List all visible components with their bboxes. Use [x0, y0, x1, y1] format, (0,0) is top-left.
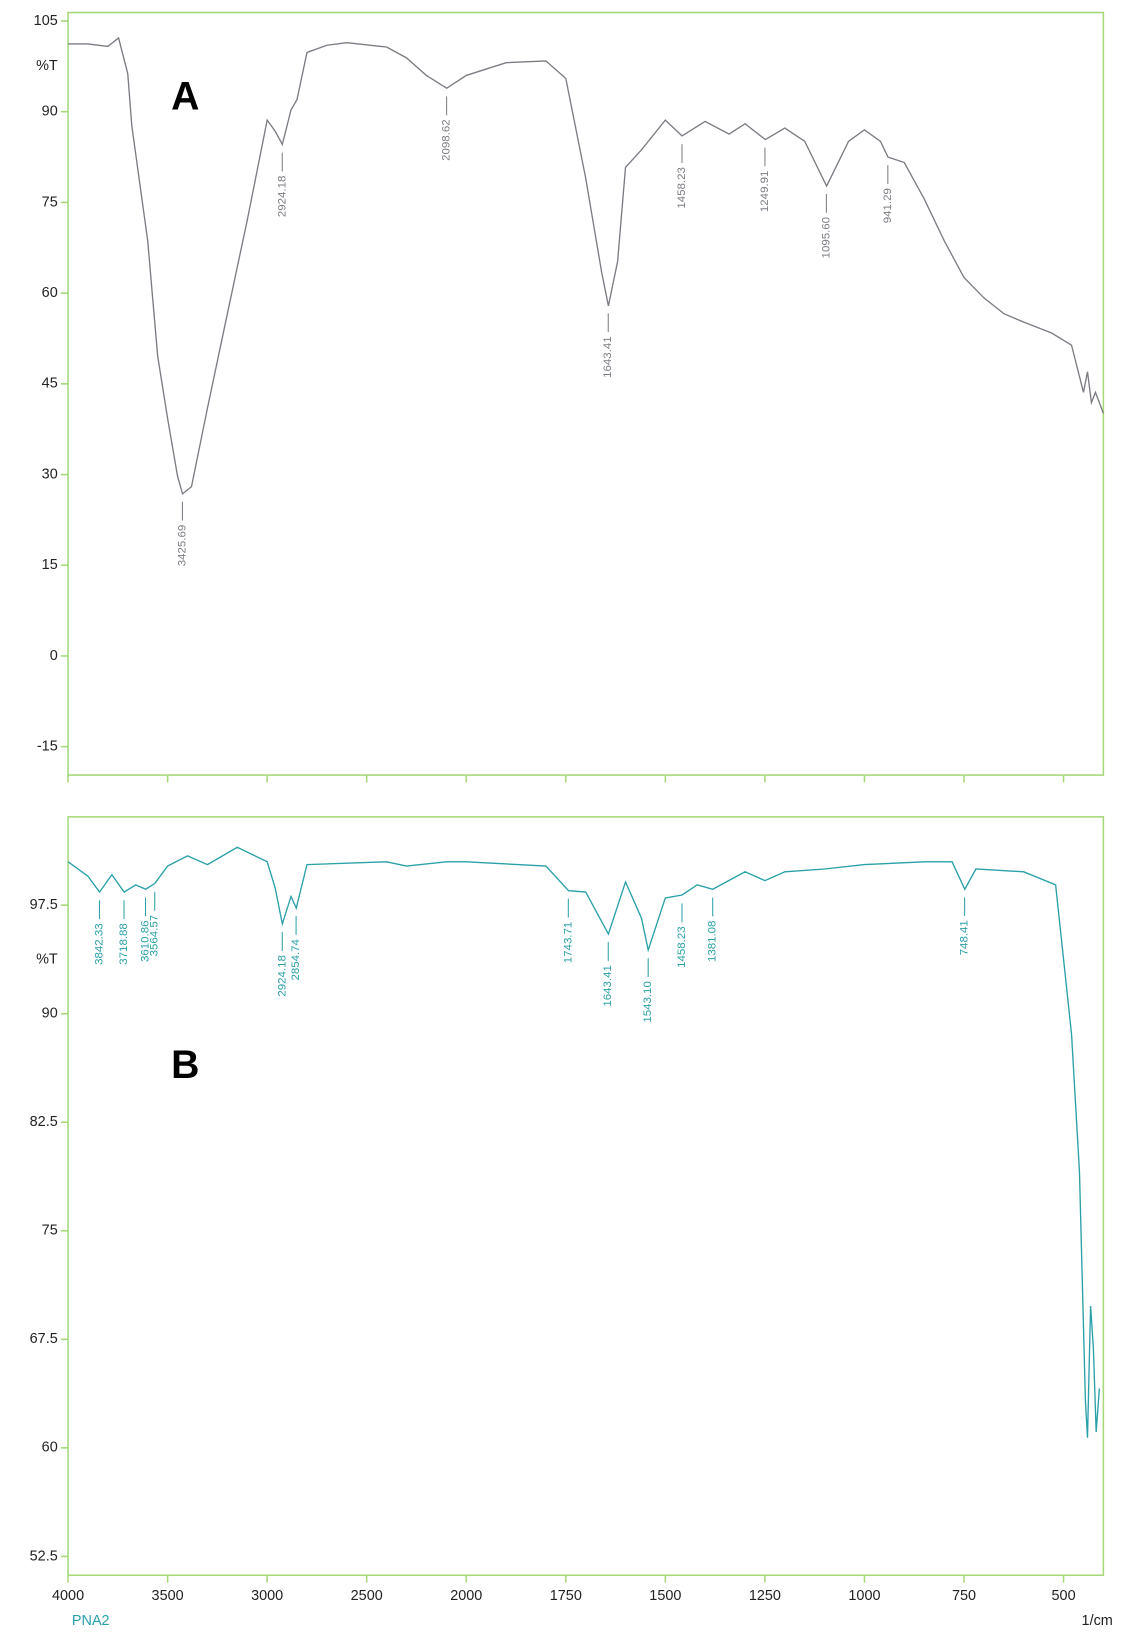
y-tick-label: 45	[42, 376, 58, 392]
peak-label: 748.41	[959, 920, 971, 955]
peak-label: 3842.33	[94, 923, 106, 964]
y-tick-label: 90	[42, 1005, 58, 1021]
y-tick-label: 52.5	[30, 1548, 58, 1564]
plot-frame	[67, 816, 1105, 1577]
y-tick-label: -15	[37, 738, 58, 754]
x-tick-label: 3000	[251, 1588, 283, 1604]
peak-label: 3610.86	[140, 920, 152, 961]
x-tick-label: 2000	[450, 1588, 482, 1604]
peak-label: 1643.41	[602, 336, 614, 377]
y-axis-label: %T	[36, 58, 58, 74]
y-tick-label: 75	[42, 1223, 58, 1239]
peak-label: 2924.18	[276, 176, 288, 217]
peak-label: 3718.88	[118, 923, 130, 964]
y-tick-label: 90	[42, 103, 58, 119]
panel-label: B	[171, 1043, 199, 1087]
y-tick-label: 0	[50, 648, 58, 664]
peak-label: 3564.57	[149, 915, 161, 956]
y-tick-label: 105	[34, 13, 58, 29]
x-tick-label: 500	[1052, 1588, 1076, 1604]
peak-label: 1249.91	[759, 171, 771, 212]
y-tick-label: 82.5	[30, 1114, 58, 1130]
peak-label: 1381.08	[707, 921, 719, 962]
y-tick-label: 60	[42, 1440, 58, 1456]
x-axis-label: 1/cm	[1082, 1613, 1113, 1629]
y-tick-label: 15	[42, 557, 58, 573]
plot-frame	[67, 11, 1105, 776]
y-axis-label: %T	[36, 951, 58, 967]
peak-label: 3425.69	[176, 525, 188, 566]
y-tick-label: 30	[42, 466, 58, 482]
series-name: PNA2	[72, 1613, 110, 1629]
x-tick-label: 1750	[550, 1588, 582, 1604]
peak-label: 1458.23	[676, 926, 688, 967]
peak-label: 1095.60	[820, 217, 832, 258]
peak-label: 2924.18	[276, 955, 288, 996]
x-tick-label: 1500	[649, 1588, 681, 1604]
peak-label: 1643.41	[602, 965, 614, 1006]
y-tick-label: 75	[42, 194, 58, 210]
spectrum-line	[68, 36, 1105, 496]
peak-label: 1543.10	[642, 981, 654, 1022]
peak-label: 1743.71	[562, 922, 574, 963]
peak-label: 1458.23	[676, 167, 688, 208]
spectrum-line	[67, 846, 1101, 1438]
x-tick-label: 4000	[52, 1588, 84, 1604]
peak-label: 941.29	[882, 188, 894, 223]
x-tick-label: 750	[952, 1588, 976, 1604]
x-tick-label: 3500	[152, 1588, 184, 1604]
peak-label: 2098.62	[441, 119, 453, 160]
peak-label: 2854.74	[290, 938, 302, 980]
y-tick-label: 97.5	[30, 897, 58, 913]
y-tick-label: 67.5	[30, 1331, 58, 1347]
panel-label: A	[171, 74, 199, 118]
x-tick-label: 1000	[848, 1588, 880, 1604]
y-tick-label: 60	[42, 285, 58, 301]
x-tick-label: 2500	[351, 1588, 383, 1604]
x-tick-label: 1250	[749, 1588, 781, 1604]
